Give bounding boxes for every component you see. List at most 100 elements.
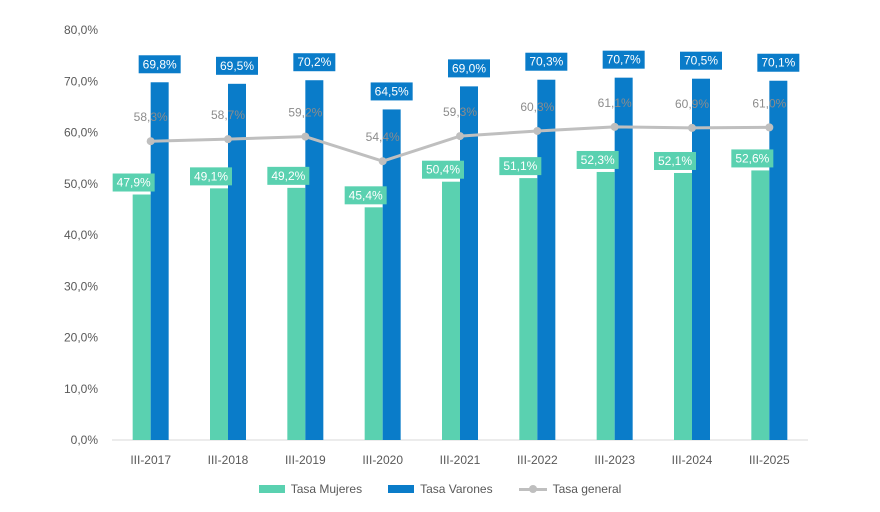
bar-varones bbox=[305, 80, 324, 440]
y-tick-label: 70,0% bbox=[64, 74, 98, 88]
point-general bbox=[533, 126, 542, 135]
legend-label-mujeres: Tasa Mujeres bbox=[290, 482, 363, 496]
bar-varones bbox=[382, 109, 401, 440]
data-label-mujeres-bg bbox=[576, 150, 619, 169]
bar-mujeres bbox=[751, 170, 770, 441]
y-tick-label: 50,0% bbox=[64, 177, 98, 191]
data-label-general: 54,4% bbox=[366, 130, 400, 144]
bar-mujeres bbox=[442, 181, 460, 440]
point-general bbox=[146, 137, 155, 146]
data-label-varones-bg bbox=[138, 55, 181, 74]
y-tick-label: 30,0% bbox=[64, 279, 98, 293]
data-label-varones-bg bbox=[525, 52, 568, 71]
y-tick-label: 80,0% bbox=[64, 23, 98, 37]
legend: Tasa Mujeres Tasa Varones Tasa general bbox=[0, 482, 880, 496]
legend-swatch-varones bbox=[388, 485, 415, 493]
legend-label-general: Tasa general bbox=[552, 482, 622, 496]
data-label-varones: 70,3% bbox=[529, 55, 563, 69]
data-label-general: 61,0% bbox=[752, 96, 786, 110]
data-label-mujeres: 52,3% bbox=[581, 153, 615, 167]
data-label-general: 58,3% bbox=[134, 110, 168, 124]
point-general bbox=[301, 132, 310, 141]
legend-swatch-mujeres bbox=[258, 485, 285, 493]
y-tick-label: 0,0% bbox=[71, 433, 99, 447]
bar-mujeres bbox=[287, 187, 306, 440]
data-label-mujeres: 47,9% bbox=[117, 176, 151, 190]
data-label-mujeres: 52,6% bbox=[735, 151, 769, 165]
x-tick-label: III-2020 bbox=[362, 453, 403, 467]
bar-varones bbox=[614, 77, 633, 440]
data-label-mujeres-bg bbox=[190, 167, 232, 186]
bar-varones bbox=[537, 79, 556, 441]
x-tick-label: III-2024 bbox=[672, 453, 713, 467]
data-label-mujeres: 50,4% bbox=[426, 163, 460, 177]
data-label-varones: 70,5% bbox=[684, 54, 718, 68]
data-label-mujeres-bg bbox=[112, 173, 155, 192]
legend-label-varones: Tasa Varones bbox=[420, 482, 493, 496]
legend-item-mujeres: Tasa Mujeres bbox=[258, 482, 363, 496]
data-label-mujeres-bg bbox=[731, 149, 774, 168]
data-label-varones-bg bbox=[370, 82, 413, 101]
bar-mujeres bbox=[132, 194, 151, 440]
data-label-varones-bg bbox=[293, 53, 336, 72]
data-label-mujeres-bg bbox=[499, 157, 542, 176]
data-label-general: 60,9% bbox=[675, 97, 709, 111]
data-label-mujeres: 45,4% bbox=[349, 188, 383, 202]
chart-canvas: 0,0% 10,0% 20,0% 30,0% 40,0% 50,0% 60,0% 70,0% 8… bbox=[64, 23, 808, 467]
x-tick-label: III-2023 bbox=[594, 453, 635, 467]
data-label-mujeres-bg bbox=[654, 151, 696, 170]
point-general bbox=[378, 157, 387, 166]
data-label-varones: 70,7% bbox=[607, 53, 641, 67]
legend-swatch-general bbox=[518, 484, 547, 494]
point-general bbox=[224, 135, 232, 144]
bar-mujeres bbox=[210, 188, 228, 440]
data-label-mujeres-bg bbox=[344, 186, 387, 205]
y-tick-label: 60,0% bbox=[64, 126, 98, 140]
data-label-mujeres-bg bbox=[267, 166, 310, 185]
bar-mujeres bbox=[364, 207, 383, 440]
data-label-varones: 70,1% bbox=[761, 56, 795, 70]
x-tick-label: III-2021 bbox=[440, 453, 481, 467]
x-tick-label: III-2018 bbox=[208, 453, 249, 467]
y-tick-label: 10,0% bbox=[64, 382, 98, 396]
data-label-mujeres: 51,1% bbox=[503, 159, 537, 173]
bar-varones bbox=[460, 86, 478, 440]
data-label-general: 61,1% bbox=[598, 96, 632, 110]
x-tick-label: III-2025 bbox=[749, 453, 790, 467]
x-tick-label: III-2017 bbox=[130, 453, 171, 467]
data-label-mujeres-bg bbox=[422, 160, 464, 179]
data-label-mujeres: 52,1% bbox=[658, 154, 692, 168]
bar-mujeres bbox=[519, 178, 538, 441]
point-general bbox=[688, 123, 696, 132]
x-tick-label: III-2019 bbox=[285, 453, 326, 467]
data-label-varones: 64,5% bbox=[375, 84, 409, 98]
data-label-varones: 70,2% bbox=[297, 55, 331, 69]
data-label-general: 58,7% bbox=[211, 108, 245, 122]
point-general bbox=[610, 122, 619, 131]
data-label-varones: 69,0% bbox=[452, 61, 486, 75]
data-label-varones-bg bbox=[602, 50, 645, 69]
data-label-general: 59,3% bbox=[443, 105, 477, 119]
data-label-varones: 69,5% bbox=[220, 59, 254, 73]
bar-varones bbox=[769, 80, 788, 441]
legend-item-general: Tasa general bbox=[518, 482, 622, 496]
data-label-mujeres: 49,1% bbox=[194, 169, 228, 183]
data-label-varones-bg bbox=[216, 56, 258, 75]
x-tick-label: III-2022 bbox=[517, 453, 558, 467]
data-label-general: 60,3% bbox=[520, 100, 554, 114]
y-tick-label: 40,0% bbox=[64, 228, 98, 242]
data-label-varones-bg bbox=[448, 59, 490, 78]
bar-varones bbox=[150, 82, 169, 441]
data-label-mujeres: 49,2% bbox=[271, 169, 305, 183]
legend-item-varones: Tasa Varones bbox=[388, 482, 493, 496]
data-label-varones: 69,8% bbox=[143, 57, 177, 71]
bar-varones bbox=[228, 83, 246, 440]
point-general bbox=[456, 132, 464, 141]
y-tick-label: 20,0% bbox=[64, 331, 98, 345]
data-label-varones-bg bbox=[757, 53, 800, 72]
bar-mujeres bbox=[674, 172, 692, 441]
bar-varones bbox=[692, 78, 710, 440]
data-label-varones-bg bbox=[680, 51, 722, 70]
bar-mujeres bbox=[596, 171, 615, 440]
point-general bbox=[765, 123, 774, 132]
